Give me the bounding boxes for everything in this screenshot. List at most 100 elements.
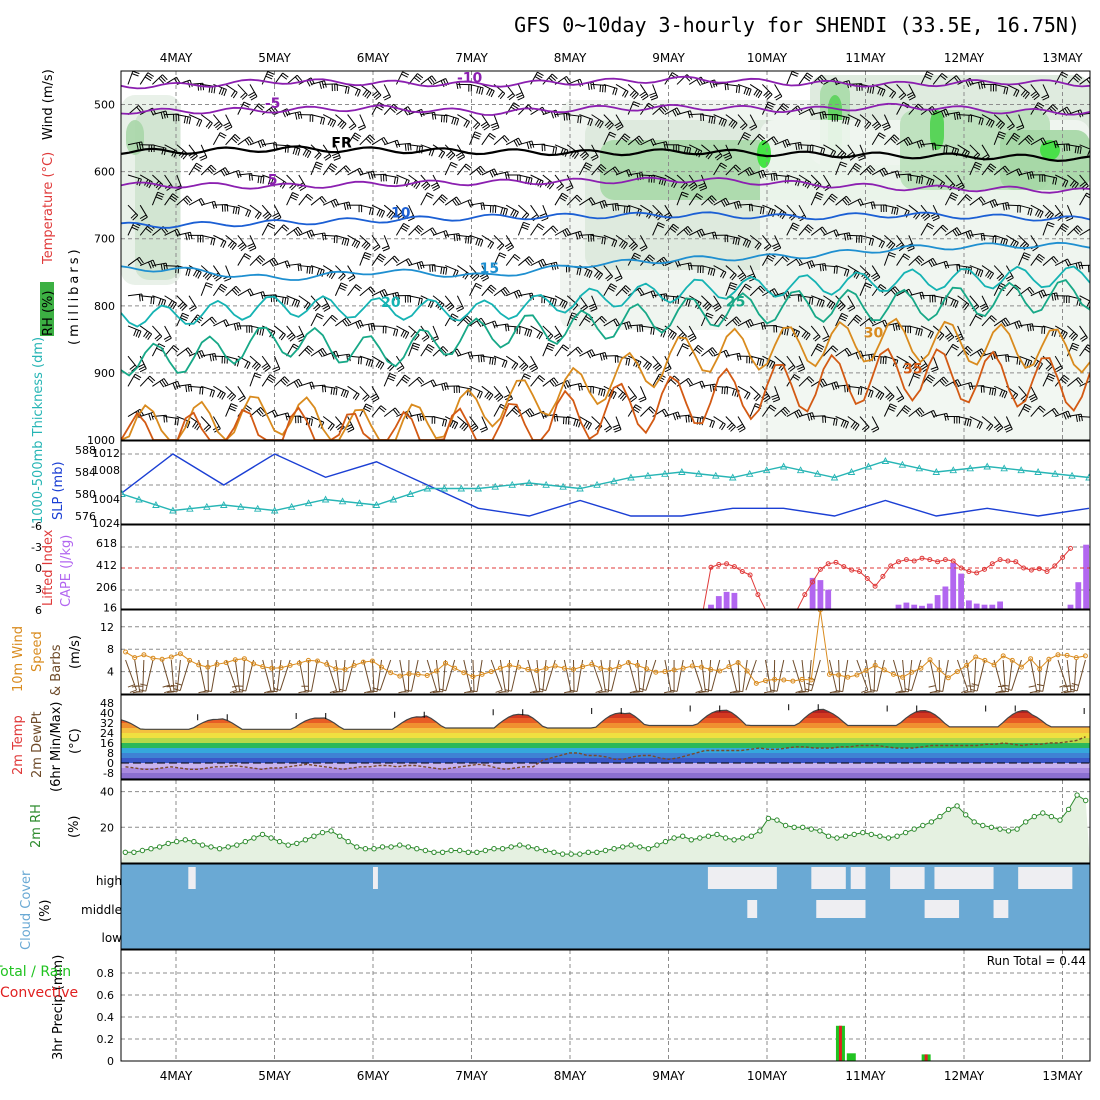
- wind10m-speed-line: [123, 610, 1088, 686]
- wind-barb-feather: [470, 351, 474, 359]
- wind-barb: [823, 295, 836, 304]
- wind-barb-feather: [809, 261, 813, 269]
- wind-barb-feather: [479, 391, 483, 399]
- wind-barb-feather: [946, 261, 950, 269]
- wind-barb: [603, 202, 618, 206]
- wind-barb-feather: [225, 126, 233, 131]
- wind-barb-feather: [497, 396, 504, 402]
- wind-barb-feather: [310, 419, 314, 427]
- wind-barb-feather: [916, 257, 923, 263]
- wind-barb: [994, 385, 1008, 393]
- wind10m-marker: [954, 669, 960, 675]
- wind-barb: [627, 84, 639, 95]
- wind-barb-feather: [612, 204, 615, 212]
- wind-barb-feather: [822, 335, 829, 340]
- wind-barb-feather: [199, 351, 203, 359]
- wind-barb-feather: [638, 135, 644, 142]
- wind-barb-feather: [780, 410, 787, 417]
- rh2m-axis-label: 2m RH: [29, 804, 44, 848]
- wind-barb-feather: [611, 239, 615, 247]
- wind-barb: [384, 174, 399, 178]
- wind-barb-feather: [1096, 303, 1100, 308]
- wind-barb-feather: [256, 105, 263, 111]
- rh2m-marker: [448, 847, 454, 854]
- wind-barb-feather: [560, 194, 568, 200]
- wind-barb-feather: [1014, 322, 1018, 330]
- wind-barb-feather: [480, 165, 486, 172]
- wind-barb-feather: [375, 360, 381, 368]
- wind-barb-feather: [1092, 380, 1095, 386]
- wind10m-marker: [799, 676, 805, 682]
- wind10m-marker: [488, 669, 494, 675]
- wind-barb-feather: [687, 111, 691, 119]
- wind-barb: [335, 165, 347, 176]
- wind-barb-feather: [474, 131, 482, 135]
- wind-barb: [310, 659, 319, 692]
- wind-barb-feather: [296, 300, 301, 308]
- wind-barb-feather: [1079, 335, 1087, 340]
- wind-barb: [347, 385, 360, 395]
- wind-barb-feather: [662, 330, 667, 338]
- wind-barb-feather: [1047, 375, 1055, 380]
- wind-barb-feather: [363, 396, 370, 402]
- wind-barb-feather: [614, 275, 622, 280]
- wind-barb-feather: [792, 376, 800, 381]
- wind-barb-feather: [660, 106, 667, 113]
- wind-barb-feather: [139, 409, 145, 416]
- rh2m-marker: [294, 840, 300, 847]
- cape-bar: [973, 603, 980, 609]
- wind10m-tick-label: 8: [107, 643, 114, 656]
- wind-barb-feather: [185, 385, 188, 393]
- wind-barb: [420, 192, 428, 206]
- wind-barb: [493, 171, 508, 176]
- wind-barb-feather: [365, 403, 373, 408]
- wind-barb-feather: [421, 334, 428, 340]
- wind-barb-feather: [682, 184, 688, 190]
- wind-barb-feather: [373, 92, 380, 99]
- lifted-index-marker: [724, 561, 730, 567]
- wind-barb-feather: [353, 240, 359, 248]
- wind-barb-feather: [473, 275, 480, 282]
- thickness-marker: [1017, 466, 1025, 474]
- wind-barb: [856, 659, 869, 691]
- wind-barb: [563, 659, 572, 692]
- wind-barb: [493, 404, 502, 417]
- wind-barb: [627, 135, 640, 146]
- wind-barb: [1018, 355, 1032, 362]
- chart-title: GFS 0~10day 3-hourly for SHENDI (33.5E, …: [514, 13, 1080, 37]
- wind-barb-feather: [511, 362, 517, 369]
- wind-barb-feather: [1024, 359, 1028, 366]
- wind-barb-feather: [284, 376, 290, 382]
- wind-barb: [981, 416, 994, 426]
- wind-barb-feather: [464, 317, 471, 323]
- wind-barb-feather: [218, 134, 226, 139]
- wind-barb-feather: [241, 94, 248, 100]
- wind-barb-feather: [687, 415, 690, 423]
- wind-barb-feather: [738, 200, 742, 208]
- wind-barb: [1018, 84, 1030, 94]
- precip-convective-bar: [924, 1054, 928, 1061]
- wind-barb-feather: [1064, 180, 1069, 188]
- wind-barb-feather: [536, 225, 544, 231]
- wind-barb-feather: [404, 374, 411, 380]
- wind-barb-feather: [794, 411, 799, 419]
- wind-barb-feather: [535, 73, 543, 79]
- wind-barb: [176, 174, 183, 189]
- wind-barb-feather: [297, 112, 300, 120]
- wind-barb: [445, 233, 460, 236]
- wind-barb: [786, 222, 794, 236]
- wind-barb-feather: [476, 390, 481, 398]
- wind-barb-feather: [310, 77, 315, 85]
- thickness-marker: [321, 495, 330, 503]
- temperature-color-band: [121, 768, 1090, 773]
- wind-barb: [567, 382, 581, 387]
- wind-barb-feather: [986, 118, 991, 126]
- wind-barb-feather: [175, 682, 183, 686]
- wind-barb-feather: [1081, 337, 1088, 342]
- wind-barb-feather: [176, 418, 179, 426]
- wind-barb-feather: [945, 146, 948, 154]
- wind-barb-feather: [1023, 405, 1031, 411]
- wind-barb-feather: [520, 364, 527, 370]
- precip-convective-bar: [838, 1025, 842, 1061]
